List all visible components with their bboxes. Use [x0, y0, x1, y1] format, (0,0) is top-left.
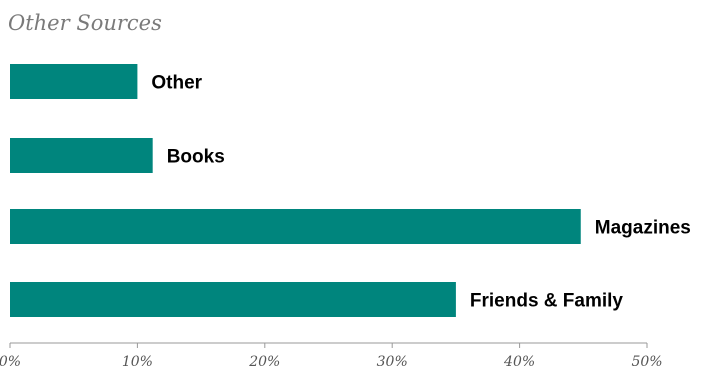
x-tick-label: 20%	[248, 354, 280, 369]
x-tick-label: 30%	[377, 354, 408, 369]
bar-label-friends-family: Friends & Family	[470, 291, 624, 312]
x-ticks-group: 0% 10% 20% 30% 40% 50%	[0, 343, 663, 369]
x-tick-label: 0%	[0, 354, 21, 369]
x-tick-label: 40%	[503, 354, 535, 369]
bar-magazines	[10, 209, 581, 244]
bar-label-books: Books	[167, 147, 225, 168]
bar-books	[10, 138, 153, 173]
x-tick-label: 50%	[631, 354, 662, 369]
bar-label-magazines: Magazines	[595, 218, 691, 239]
bar-other	[10, 64, 138, 99]
bar-label-other: Other	[151, 73, 202, 94]
x-tick-label: 10%	[122, 354, 153, 369]
chart-title: Other Sources	[8, 11, 162, 35]
bars-group	[10, 64, 581, 317]
bar-labels-group: Other Books Magazines Friends & Family	[151, 73, 690, 312]
bar-friends-family	[10, 282, 456, 317]
